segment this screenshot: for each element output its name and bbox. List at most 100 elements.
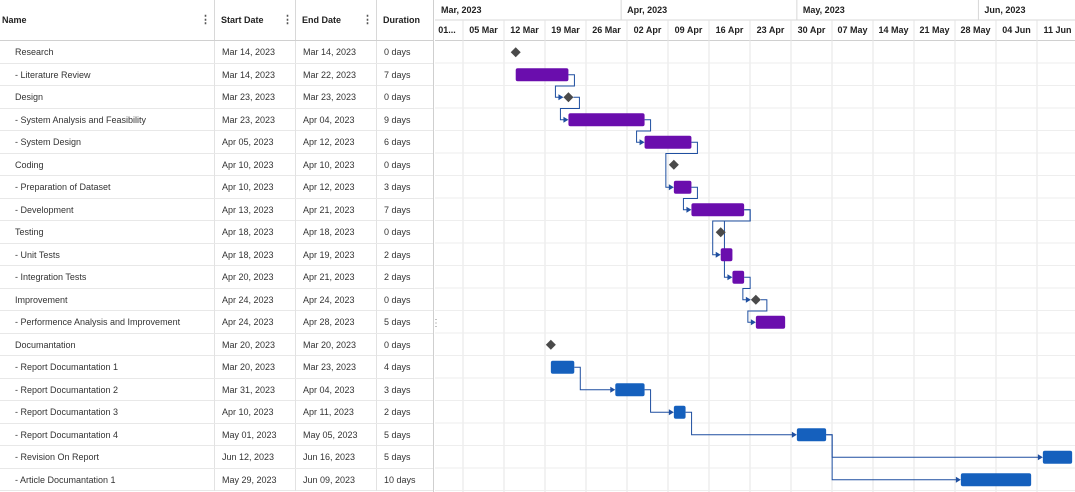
dependency-arrow-icon — [750, 319, 756, 326]
week-label: 11 Jun — [1043, 25, 1071, 35]
week-label: 04 Jun — [1002, 25, 1031, 35]
task-duration-cell: 3 days — [376, 378, 433, 401]
week-label: 26 Mar — [592, 25, 621, 35]
task-start-cell: Mar 14, 2023 — [214, 41, 295, 63]
task-bar — [732, 270, 745, 284]
kebab-vertical-icon[interactable]: ⋮ — [282, 14, 293, 26]
column-header-start-date[interactable]: Start Date — [214, 0, 295, 40]
task-start-cell: Mar 20, 2023 — [214, 333, 295, 356]
task-row[interactable]: - Literature Review Mar 14, 2023 Mar 22, 2… — [0, 63, 433, 86]
task-row[interactable]: - System Design Apr 05, 2023 Apr 12, 2023 6… — [0, 131, 433, 154]
dependency-arrow-icon — [610, 386, 616, 393]
task-bar — [1042, 450, 1073, 464]
task-row[interactable]: - System Analysis and Feasibility Mar 23,… — [0, 108, 433, 131]
task-end-cell: Apr 19, 2023 — [295, 243, 376, 266]
task-row[interactable]: - Article Documantation 1 May 29, 2023 Jun… — [0, 468, 433, 491]
task-bar — [615, 383, 645, 397]
task-duration-cell: 2 days — [376, 401, 433, 423]
task-row[interactable]: - Unit Tests Apr 18, 2023 Apr 19, 2023 2 da… — [0, 243, 433, 266]
dependency-connector — [685, 411, 793, 436]
kebab-vertical-icon[interactable]: ⋮ — [362, 14, 373, 26]
kebab-vertical-icon[interactable]: ⋮ — [200, 14, 211, 26]
milestone-diamond-icon — [715, 227, 726, 238]
dependency-arrow-icon — [668, 409, 674, 416]
task-start-cell: Apr 24, 2023 — [214, 288, 295, 311]
task-name-cell: - Literature Review — [15, 69, 91, 80]
task-row[interactable]: - Preparation of Dataset Apr 10, 2023 Apr … — [0, 176, 433, 199]
dependency-connector — [665, 141, 698, 188]
task-row[interactable]: Design Mar 23, 2023 Mar 23, 2023 0 days — [0, 86, 433, 109]
dependency-arrow-icon — [745, 296, 751, 303]
week-label: 21 May — [919, 25, 949, 35]
task-row[interactable]: - Integration Tests Apr 20, 2023 Apr 21, 2… — [0, 266, 433, 289]
milestone-diamond-icon — [750, 294, 761, 305]
task-name-cell: - Report Documantation 1 — [15, 362, 119, 372]
milestone-diamond-icon — [563, 92, 574, 103]
task-bar — [515, 68, 569, 82]
task-start-cell: Jun 12, 2023 — [214, 446, 295, 468]
task-row[interactable]: Coding Apr 10, 2023 Apr 10, 2023 0 days — [0, 153, 433, 176]
task-end-cell: Mar 23, 2023 — [295, 86, 376, 108]
task-duration-cell: 0 days — [376, 86, 433, 108]
task-name-cell: - Report Documantation 4 — [15, 429, 119, 440]
task-name-cell: Coding — [15, 159, 44, 170]
task-start-cell: Apr 10, 2023 — [214, 153, 295, 176]
task-start-cell: Mar 31, 2023 — [214, 378, 295, 401]
column-header-duration[interactable]: Duration — [376, 0, 434, 40]
task-bar — [755, 315, 786, 329]
week-label: 23 Apr — [757, 25, 785, 35]
task-duration-cell: 10 days — [376, 468, 433, 491]
task-end-cell: Apr 04, 2023 — [295, 108, 376, 131]
task-name-cell: - Article Documantation 1 — [15, 474, 116, 485]
column-header-end-date[interactable]: End Date — [295, 0, 376, 40]
task-row[interactable]: - Report Documantation 2 Mar 31, 2023 Apr … — [0, 378, 433, 401]
column-header-name[interactable]: Name — [2, 15, 27, 25]
task-row[interactable]: Improvement Apr 24, 2023 Apr 24, 2023 0 day… — [0, 288, 433, 311]
task-row[interactable]: Testing Apr 18, 2023 Apr 18, 2023 0 days — [0, 221, 433, 244]
task-row[interactable]: Research Mar 14, 2023 Mar 14, 2023 0 days — [0, 41, 433, 64]
task-name-cell: - Revision On Report — [15, 452, 100, 462]
task-end-cell: Mar 14, 2023 — [295, 41, 376, 63]
task-row[interactable]: - Revision On Report Jun 12, 2023 Jun 16, … — [0, 446, 433, 469]
task-bar — [673, 405, 686, 419]
task-bar — [673, 180, 692, 194]
task-duration-cell: 7 days — [376, 198, 433, 221]
task-row[interactable]: - Report Documantation 3 Apr 10, 2023 Apr … — [0, 401, 433, 424]
dependency-connector — [682, 186, 698, 211]
week-label: 28 May — [960, 25, 990, 35]
dependency-connector — [636, 119, 652, 143]
task-name-cell: - Unit Tests — [15, 249, 60, 260]
week-label: 09 Apr — [675, 25, 703, 35]
dependency-arrow-icon — [668, 184, 674, 191]
task-end-cell: Apr 10, 2023 — [295, 153, 376, 176]
task-row[interactable]: Documantation Mar 20, 2023 Mar 20, 2023 0 d… — [0, 333, 433, 356]
task-row[interactable]: - Report Documantation 4 May 01, 2023 May … — [0, 423, 433, 446]
gantt-chart: Mar, 2023 Apr, 2023 May, 2023 Jun, 2023 01..… — [435, 0, 1075, 492]
task-duration-cell: 2 days — [376, 266, 433, 288]
task-row[interactable]: - Report Documantation 1 Mar 20, 2023 Mar … — [0, 356, 433, 379]
milestone-diamond-icon — [668, 159, 679, 170]
task-end-cell: Apr 21, 2023 — [295, 198, 376, 221]
task-end-cell: Apr 21, 2023 — [295, 266, 376, 288]
week-label: 14 May — [878, 25, 908, 35]
month-label: Jun, 2023 — [984, 5, 1025, 15]
week-label: 30 Apr — [798, 25, 826, 35]
dependency-arrow-icon — [791, 431, 797, 438]
task-end-cell: Jun 16, 2023 — [295, 446, 376, 468]
task-name-cell: Research — [15, 47, 54, 57]
task-name-cell: - Performence Analysis and Improvement — [15, 317, 181, 327]
task-end-cell: Apr 12, 2023 — [295, 176, 376, 198]
task-end-cell: Apr 12, 2023 — [295, 131, 376, 153]
task-duration-cell: 0 days — [376, 333, 433, 356]
task-row[interactable]: - Performence Analysis and Improvement Ap… — [0, 311, 433, 334]
month-label: May, 2023 — [803, 5, 845, 15]
task-grid: Name ⋮ Start Date ⋮ End Date ⋮ Duration … — [0, 0, 434, 492]
task-start-cell: Mar 23, 2023 — [214, 86, 295, 108]
task-name-cell: Improvement — [15, 294, 68, 305]
task-row[interactable]: - Development Apr 13, 2023 Apr 21, 2023 7 d… — [0, 198, 433, 221]
task-name-cell: - System Design — [15, 137, 82, 147]
week-label: 16 Apr — [716, 25, 744, 35]
task-name-cell: - Development — [15, 204, 74, 215]
dependency-connector — [826, 434, 957, 481]
